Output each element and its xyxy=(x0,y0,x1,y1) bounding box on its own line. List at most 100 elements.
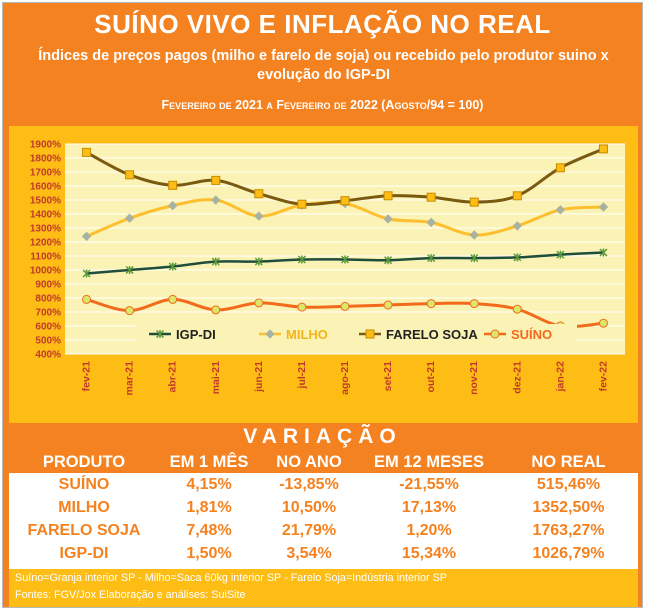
data-point-farelo-soja xyxy=(297,199,307,209)
y-tick-label: 1500% xyxy=(30,196,61,207)
data-point-farelo-soja xyxy=(512,191,522,201)
data-point-farelo-soja xyxy=(426,192,436,202)
cell-no-real: 1352,50% xyxy=(532,498,605,516)
chart-panel: 400% 500% 600% 700% 800% 900% 1000% 1100% 1200% 1… xyxy=(9,126,638,423)
legend-label-milho: MILHO xyxy=(286,327,328,342)
data-point-su-no xyxy=(598,318,608,328)
data-point-su-no xyxy=(512,304,522,314)
table-row: SUÍNO 4,15% -13,85% -21,55% 515,46% xyxy=(9,473,638,496)
y-tick-label: 1100% xyxy=(30,252,61,263)
y-tick-label: 800% xyxy=(35,294,61,305)
data-point-milho xyxy=(555,205,566,215)
cell-no-ano: 10,50% xyxy=(281,498,337,516)
data-point-milho xyxy=(254,211,264,221)
cell-no-ano: -13,85% xyxy=(279,475,339,493)
y-tick-label: 1900% xyxy=(30,140,61,151)
cell-em-1-mes: 1,50% xyxy=(186,544,232,562)
page-subtitle: Índices de preços pagos (milho e farelo … xyxy=(38,48,609,83)
y-tick-label: 1800% xyxy=(30,154,61,165)
data-point-igp-di xyxy=(427,254,436,263)
y-tick-label: 600% xyxy=(35,322,61,333)
data-point-igp-di xyxy=(82,269,91,278)
variacao-title: VARIAÇÃO xyxy=(243,425,402,448)
plot-area xyxy=(65,144,625,354)
cell-em-1-mes: 7,48% xyxy=(186,521,232,539)
cell-em-1-mes: 1,81% xyxy=(186,498,232,516)
data-point-milho xyxy=(598,202,609,212)
x-tick-label: jan-22 xyxy=(554,361,566,393)
data-point-igp-di xyxy=(297,255,306,264)
cell-produto: FARELO SOJA xyxy=(27,521,141,539)
table-row: FARELO SOJA 7,48% 21,79% 1,20% 1763,27% xyxy=(9,519,638,542)
cell-em-1-mes: 4,15% xyxy=(186,475,232,493)
data-point-farelo-soja xyxy=(555,163,565,173)
table-row: MILHO 1,81% 10,50% 17,13% 1352,50% xyxy=(9,496,638,519)
data-point-farelo-soja xyxy=(598,144,608,154)
y-tick-label: 1700% xyxy=(30,168,61,179)
header-em-1-mes: EM 1 MÊS xyxy=(159,451,259,473)
header-produto: PRODUTO xyxy=(9,451,159,473)
x-tick-label: dez-21 xyxy=(511,361,523,394)
footer: Suíno=Granja interior SP - Milho=Saca 60… xyxy=(9,569,638,607)
legend-marker-farelo-soja xyxy=(365,329,375,339)
line-chart: 400% 500% 600% 700% 800% 900% 1000% 1100% 1200% 1… xyxy=(30,140,625,396)
data-point-su-no xyxy=(297,302,307,312)
data-point-igp-di xyxy=(384,256,393,265)
cell-produto: SUÍNO xyxy=(58,475,110,493)
legend-marker-su-no xyxy=(490,329,500,339)
cell-em-12-meses: 15,34% xyxy=(401,544,457,562)
x-tick-label: mar-21 xyxy=(124,361,136,396)
x-tick-label: jul-21 xyxy=(296,361,308,390)
data-point-milho xyxy=(512,221,523,231)
data-point-igp-di xyxy=(599,248,608,257)
cell-no-real: 1026,79% xyxy=(532,544,605,562)
y-tick-label: 500% xyxy=(35,336,61,347)
data-point-farelo-soja xyxy=(211,175,221,185)
data-point-igp-di xyxy=(556,250,565,259)
header-no-real: NO REAL xyxy=(499,451,638,473)
data-point-farelo-soja xyxy=(168,180,178,190)
data-point-igp-di xyxy=(254,257,263,266)
data-point-milho xyxy=(81,231,92,242)
data-point-su-no xyxy=(469,299,479,309)
x-tick-label: mai-21 xyxy=(210,361,222,394)
data-point-milho xyxy=(124,213,135,223)
legend-marker-igp-di xyxy=(155,329,165,339)
header-em-12-meses: EM 12 MESES xyxy=(359,451,499,473)
y-tick-label: 700% xyxy=(35,308,61,319)
header: SUÍNO VIVO E INFLAÇÃO NO REAL Índices de… xyxy=(3,3,642,128)
x-tick-label: fev-22 xyxy=(597,361,609,392)
cell-no-ano: 3,54% xyxy=(286,544,332,562)
cell-produto: IGP-DI xyxy=(59,544,109,562)
data-point-su-no xyxy=(211,305,221,315)
table-row: IGP-DI 1,50% 3,54% 15,34% 1026,79% xyxy=(9,542,638,565)
data-point-su-no xyxy=(426,299,436,309)
data-point-milho xyxy=(211,195,221,205)
data-point-farelo-soja xyxy=(340,196,350,206)
data-point-milho xyxy=(469,230,479,240)
cell-em-12-meses: 17,13% xyxy=(401,498,457,516)
header-no-ano: NO ANO xyxy=(259,451,359,473)
data-point-igp-di xyxy=(470,254,479,263)
cell-em-12-meses: 1,20% xyxy=(406,521,452,539)
y-tick-label: 1300% xyxy=(30,224,61,235)
cell-no-ano: 21,79% xyxy=(281,521,337,539)
data-point-farelo-soja xyxy=(82,147,92,157)
y-tick-label: 900% xyxy=(35,280,61,291)
legend-box xyxy=(137,324,577,344)
data-point-igp-di xyxy=(513,253,522,262)
x-tick-label: jun-21 xyxy=(253,361,265,393)
data-point-igp-di xyxy=(340,255,350,264)
x-tick-label: fev-21 xyxy=(81,361,93,392)
data-point-igp-di xyxy=(168,262,177,271)
data-point-igp-di xyxy=(211,257,220,266)
y-tick-label: 1000% xyxy=(30,266,61,277)
variacao-table: PRODUTO EM 1 MÊS NO ANO EM 12 MESES NO R… xyxy=(9,451,638,565)
cell-em-12-meses: -21,55% xyxy=(399,475,459,493)
data-point-farelo-soja xyxy=(254,189,264,199)
y-tick-label: 1600% xyxy=(30,182,61,193)
y-tick-label: 1400% xyxy=(30,210,61,221)
data-point-su-no xyxy=(82,294,92,304)
x-tick-label: nov-21 xyxy=(468,361,480,395)
legend-label-su-no: SUÍNO xyxy=(511,327,552,342)
